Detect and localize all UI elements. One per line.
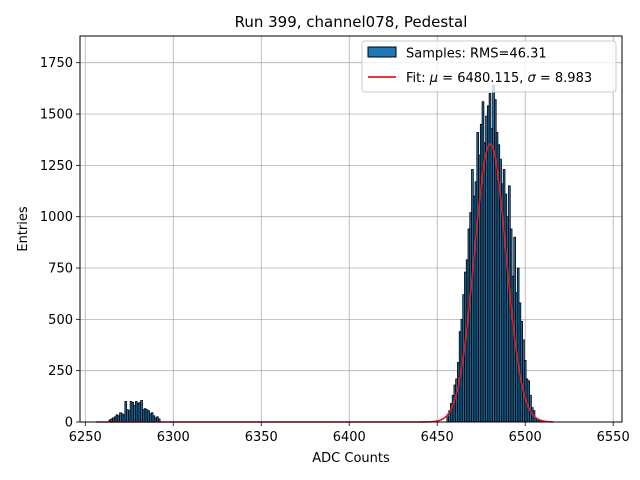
y-tick-label: 1250 <box>40 159 73 174</box>
y-tick-label: 0 <box>65 416 73 431</box>
x-axis-label: ADC Counts <box>312 451 390 466</box>
legend-fit-label: Fit: μ = 6480.115, σ = 8.983 <box>406 71 592 86</box>
x-tick-label: 6350 <box>245 430 278 445</box>
x-tick-label: 6500 <box>509 430 542 445</box>
legend-fit-prefix: Fit: <box>406 71 430 86</box>
legend: Samples: RMS=46.31 Fit: μ = 6480.115, σ … <box>361 40 617 93</box>
legend-fit-sigma-value: = 8.983 <box>536 71 592 86</box>
x-tick-label: 6450 <box>421 430 454 445</box>
y-tick-label: 500 <box>48 313 73 328</box>
legend-box <box>361 40 617 93</box>
legend-fit-mu: μ <box>429 71 438 86</box>
y-tick-label: 750 <box>48 262 73 277</box>
chart-title: Run 399, channel078, Pedestal <box>235 13 468 31</box>
y-axis-label: Entries <box>16 206 31 252</box>
legend-fit-sigma: σ <box>528 71 537 86</box>
x-tick-label: 6300 <box>157 430 190 445</box>
y-tick-label: 1500 <box>40 108 73 123</box>
axis-ticks: 6250 6300 6350 6400 6450 6500 6550 0 250 500 750 10… <box>40 56 630 445</box>
y-tick-label: 1000 <box>40 210 73 225</box>
x-tick-label: 6550 <box>597 430 630 445</box>
y-tick-label: 250 <box>48 364 73 379</box>
y-tick-label: 1750 <box>40 56 73 71</box>
legend-samples-label: Samples: RMS=46.31 <box>406 47 547 62</box>
legend-samples-swatch <box>367 46 397 58</box>
legend-fit-mu-value: = 6480.115, <box>438 71 527 86</box>
x-tick-label: 6400 <box>333 430 366 445</box>
x-tick-label: 6250 <box>69 430 102 445</box>
plot-frame <box>79 35 623 423</box>
